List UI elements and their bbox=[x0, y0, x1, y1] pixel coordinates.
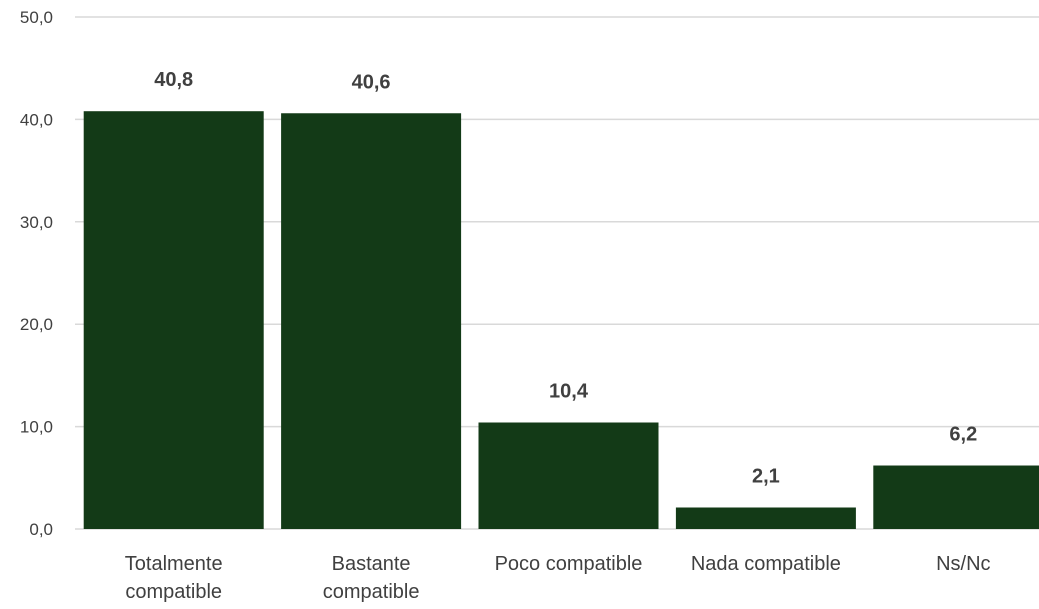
bar bbox=[675, 507, 856, 529]
y-tick-label: 20,0 bbox=[20, 315, 53, 334]
y-tick-label: 0,0 bbox=[29, 520, 53, 539]
x-tick-label-line: Ns/Nc bbox=[936, 553, 990, 575]
bar bbox=[281, 113, 462, 530]
data-labels: 40,8 40,6 10,4 2,1 6,2 bbox=[154, 69, 977, 487]
x-tick-label-line: compatible bbox=[323, 581, 420, 603]
bar bbox=[478, 422, 659, 529]
data-label: 10,4 bbox=[549, 381, 589, 403]
y-tick-label: 40,0 bbox=[20, 110, 53, 129]
x-tick-label-line: Nada compatible bbox=[691, 553, 841, 575]
bar bbox=[873, 465, 1039, 529]
x-tick-label-line: Totalmente bbox=[125, 553, 223, 575]
data-label: 40,6 bbox=[352, 71, 391, 93]
x-axis-ticks: Totalmente compatible Bastante compatible Po… bbox=[125, 553, 991, 603]
x-tick-label: Poco compatible bbox=[495, 553, 643, 575]
x-tick-label-line: Poco compatible bbox=[495, 553, 643, 575]
x-tick-label: Ns/Nc bbox=[936, 553, 990, 575]
x-tick-label-line: compatible bbox=[125, 581, 222, 603]
y-tick-label: 50,0 bbox=[20, 8, 53, 27]
bars bbox=[83, 111, 1039, 530]
y-axis-ticks: 0,0 10,0 20,0 30,0 40,0 50,0 bbox=[20, 8, 53, 539]
y-tick-label: 30,0 bbox=[20, 213, 53, 232]
data-label: 40,8 bbox=[154, 69, 193, 91]
x-tick-label: Totalmente compatible bbox=[125, 553, 223, 603]
data-label: 6,2 bbox=[949, 424, 977, 446]
data-label: 2,1 bbox=[752, 465, 780, 487]
y-tick-label: 10,0 bbox=[20, 418, 53, 437]
x-tick-label: Nada compatible bbox=[691, 553, 841, 575]
x-tick-label-line: Bastante bbox=[332, 553, 411, 575]
x-tick-label: Bastante compatible bbox=[323, 553, 420, 603]
bar bbox=[83, 111, 264, 529]
